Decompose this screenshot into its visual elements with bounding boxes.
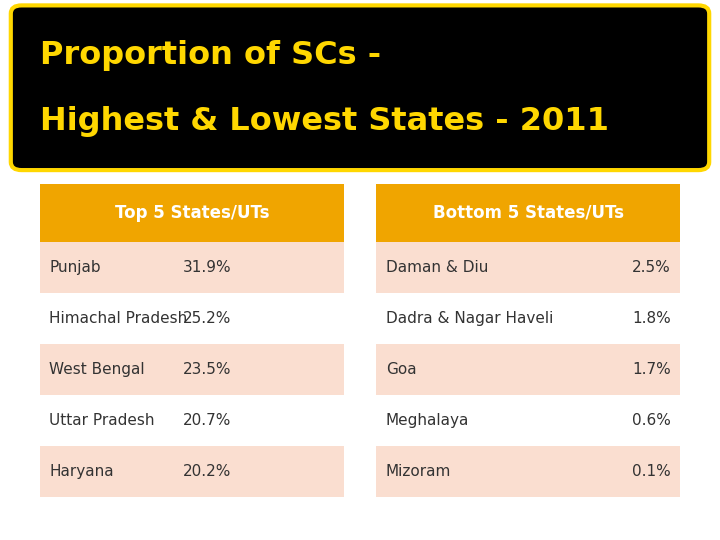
Text: 20.2%: 20.2% bbox=[183, 464, 231, 479]
Bar bbox=[40, 241, 344, 293]
Text: 0.6%: 0.6% bbox=[632, 413, 671, 428]
Text: Highest & Lowest States - 2011: Highest & Lowest States - 2011 bbox=[40, 106, 608, 137]
Text: 2.5%: 2.5% bbox=[632, 260, 671, 274]
Text: Goa: Goa bbox=[386, 362, 416, 377]
Text: Haryana: Haryana bbox=[49, 464, 114, 479]
Text: 25.2%: 25.2% bbox=[183, 310, 231, 326]
Text: 1.7%: 1.7% bbox=[632, 362, 671, 377]
Bar bbox=[40, 343, 344, 395]
Bar bbox=[40, 395, 344, 446]
Text: Proportion of SCs -: Proportion of SCs - bbox=[40, 39, 381, 71]
Text: Dadra & Nagar Haveli: Dadra & Nagar Haveli bbox=[386, 310, 553, 326]
Bar bbox=[376, 241, 680, 293]
Text: Himachal Pradesh: Himachal Pradesh bbox=[49, 310, 187, 326]
Text: Punjab: Punjab bbox=[49, 260, 101, 274]
Text: 20.7%: 20.7% bbox=[183, 413, 231, 428]
Text: West Bengal: West Bengal bbox=[49, 362, 145, 377]
Text: Bottom 5 States/UTs: Bottom 5 States/UTs bbox=[433, 204, 624, 221]
Bar bbox=[40, 446, 344, 497]
Text: Uttar Pradesh: Uttar Pradesh bbox=[49, 413, 155, 428]
Bar bbox=[376, 395, 680, 446]
Text: 1.8%: 1.8% bbox=[632, 310, 671, 326]
Text: 0.1%: 0.1% bbox=[632, 464, 671, 479]
Text: 23.5%: 23.5% bbox=[183, 362, 231, 377]
Bar bbox=[40, 293, 344, 343]
Bar bbox=[40, 184, 344, 241]
Bar bbox=[376, 343, 680, 395]
Text: Mizoram: Mizoram bbox=[386, 464, 451, 479]
Bar bbox=[376, 184, 680, 241]
Text: Top 5 States/UTs: Top 5 States/UTs bbox=[114, 204, 269, 221]
Text: Meghalaya: Meghalaya bbox=[386, 413, 469, 428]
Text: Daman & Diu: Daman & Diu bbox=[386, 260, 488, 274]
Bar bbox=[376, 293, 680, 343]
Text: 31.9%: 31.9% bbox=[182, 260, 231, 274]
Bar bbox=[376, 446, 680, 497]
